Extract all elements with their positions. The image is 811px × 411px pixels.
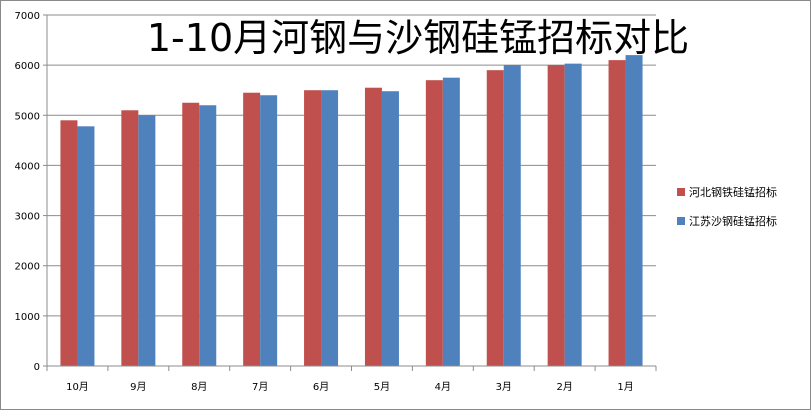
x-tick-labels: 10月 9月 8月 7月 6月 5月 4月 3月 2月 1月 [66, 381, 634, 393]
chart-title: 1-10月河钢与沙钢硅锰招标对比 [146, 16, 690, 60]
bar-hebei [304, 90, 322, 366]
x-tick-label: 3月 [496, 381, 512, 393]
x-tick-label: 8月 [191, 381, 207, 393]
x-tick-label: 2月 [556, 381, 572, 393]
x-tick-label: 5月 [374, 381, 390, 393]
legend-item-hebei: 河北钢铁硅锰招标 [677, 185, 777, 199]
bars [60, 55, 643, 367]
bar-hebei [486, 70, 504, 367]
bar-shagang [260, 95, 278, 366]
y-tick-label: 7000 [15, 11, 40, 22]
x-tick-label: 1月 [617, 381, 633, 393]
y-tick-label: 0 [34, 362, 40, 373]
y-tick-label: 1000 [15, 312, 40, 323]
bar-shagang [381, 91, 399, 367]
legend-swatch-shagang [677, 217, 685, 225]
bar-shagang [199, 105, 217, 366]
x-tick-label: 4月 [435, 381, 451, 393]
bar-hebei [243, 92, 261, 366]
legend: 河北钢铁硅锰招标 江苏沙钢硅锰招标 [677, 185, 777, 243]
y-tick-label: 5000 [15, 111, 40, 122]
x-tick-label: 6月 [313, 381, 329, 393]
bar-hebei [425, 80, 443, 366]
x-tick-label: 7月 [252, 381, 268, 393]
bar-shagang [625, 55, 643, 366]
bar-hebei [364, 87, 382, 366]
x-tick-label: 9月 [130, 381, 146, 393]
bar-hebei [182, 102, 200, 366]
legend-swatch-hebei [677, 188, 685, 196]
bar-hebei [121, 110, 139, 367]
axes [43, 14, 657, 371]
bar-shagang [321, 90, 339, 366]
bar-shagang [138, 115, 156, 367]
bar-hebei [60, 120, 78, 366]
y-tick-label: 3000 [15, 212, 40, 223]
x-tick-label: 10月 [66, 381, 89, 393]
bar-shagang [442, 77, 460, 366]
bar-hebei [547, 65, 565, 367]
bar-hebei [608, 60, 626, 366]
y-tick-label: 6000 [15, 61, 40, 72]
legend-label-shagang: 江苏沙钢硅锰招标 [689, 215, 777, 228]
y-tick-label: 4000 [15, 161, 40, 172]
y-tick-label: 2000 [15, 262, 40, 273]
legend-label-hebei: 河北钢铁硅锰招标 [689, 186, 777, 199]
legend-item-shagang: 江苏沙钢硅锰招标 [677, 214, 777, 228]
bar-shagang [77, 126, 95, 367]
bar-shagang [564, 63, 582, 366]
y-tick-labels: 0 1000 2000 3000 4000 5000 6000 7000 [15, 11, 40, 373]
bar-shagang [503, 65, 521, 367]
